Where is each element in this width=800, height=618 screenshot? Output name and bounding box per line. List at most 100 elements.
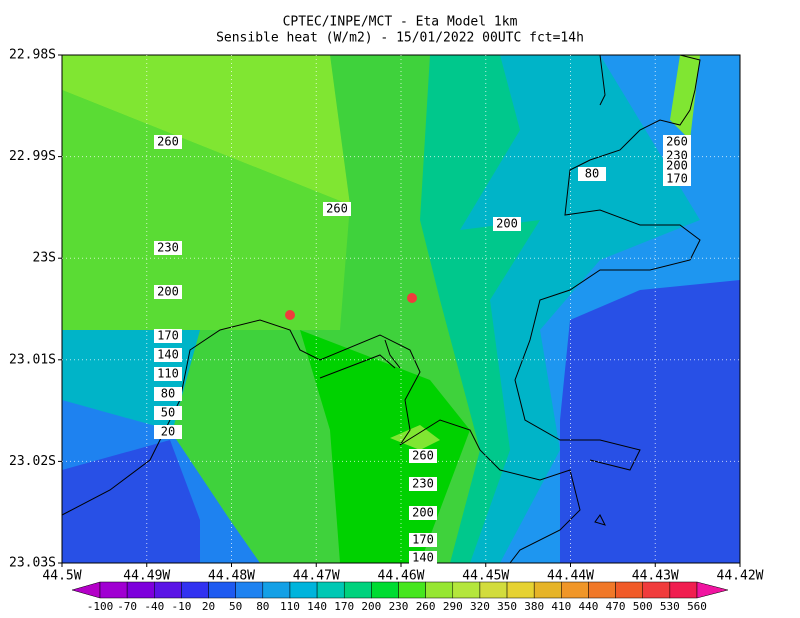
field-dark-blue xyxy=(62,440,200,563)
colorbar-label: 320 xyxy=(470,600,490,613)
colorbar-bin xyxy=(154,581,182,599)
contour-label-box xyxy=(323,202,351,216)
colorbar-label: 290 xyxy=(443,600,463,613)
contour-label: 50 xyxy=(161,406,175,420)
colorbar-label: -10 xyxy=(171,600,191,613)
lon-tick-label: 44.49W xyxy=(123,569,170,584)
colorbar-bin xyxy=(289,581,318,599)
field-light-green-3 xyxy=(390,425,440,450)
colorbar-label: 380 xyxy=(524,600,544,613)
colorbar-label: 110 xyxy=(280,600,300,613)
contour-label: 170 xyxy=(157,329,179,343)
colorbar-label: 440 xyxy=(579,600,599,613)
colorbar-bin xyxy=(99,581,128,599)
colorbar-bin xyxy=(615,581,643,599)
colorbar-bin xyxy=(588,581,616,599)
lat-tick-label: 23.01S xyxy=(9,352,56,367)
contour-label-box xyxy=(409,533,437,547)
contour-label: 230 xyxy=(157,241,179,255)
colorbar-label: 200 xyxy=(361,600,381,613)
contour-label-box xyxy=(154,241,182,255)
colorbar-bin xyxy=(126,581,155,599)
field-bright-green xyxy=(300,330,470,563)
lon-tick-label: 44.42W xyxy=(717,569,764,584)
field-mid-green xyxy=(62,90,350,330)
contour-label-box xyxy=(154,367,182,381)
colorbar-label: 230 xyxy=(389,600,409,613)
lon-tick-label: 44.46W xyxy=(378,569,425,584)
contour-label-box xyxy=(409,449,437,463)
colorbar-end xyxy=(696,581,729,599)
contour-label: 110 xyxy=(157,367,179,381)
contour-label-box xyxy=(663,135,691,149)
lat-tick-label: 22.98S xyxy=(9,48,56,63)
contour-label-box xyxy=(154,285,182,299)
lon-tick-label: 44.45W xyxy=(462,569,509,584)
contour-label: 200 xyxy=(157,285,179,299)
colorbar-label: 530 xyxy=(660,600,680,613)
contour-label-box xyxy=(154,135,182,149)
location-marker xyxy=(285,310,295,320)
colorbar-bin xyxy=(235,581,264,599)
colorbar-end xyxy=(71,581,101,599)
colorbar-label: 500 xyxy=(633,600,653,613)
colorbar-bin xyxy=(371,581,399,599)
contour-label: 170 xyxy=(412,533,434,547)
field-dark-blue-2 xyxy=(560,280,740,563)
coastline xyxy=(61,54,701,564)
colorbar-bin xyxy=(343,581,372,599)
contour-label: 80 xyxy=(161,387,175,401)
contour-label: 260 xyxy=(326,202,348,216)
contour-label-box xyxy=(154,406,182,420)
colorbar-bin xyxy=(642,581,671,599)
contour-label-box xyxy=(409,551,437,565)
colorbar-bin xyxy=(479,581,508,599)
colorbar-label: 470 xyxy=(606,600,626,613)
colorbar-label: 350 xyxy=(497,600,517,613)
contour-label-box xyxy=(663,159,691,173)
title: CPTEC/INPE/MCT - Eta Model 1km xyxy=(283,15,518,30)
subtitle: Sensible heat (W/m2) - 15/01/2022 00UTC … xyxy=(216,31,584,46)
colorbar-label: 20 xyxy=(202,600,215,613)
contour-label: 230 xyxy=(412,477,434,491)
colorbar-label: 410 xyxy=(551,600,571,613)
colorbar-bin xyxy=(316,581,345,599)
lat-tick-label: 23.03S xyxy=(9,556,56,571)
contour-label: 20 xyxy=(161,425,175,439)
contour-label: 140 xyxy=(412,551,434,565)
colorbar-bin xyxy=(452,581,481,599)
contour-label-box xyxy=(154,387,182,401)
lat-tick-label: 23.02S xyxy=(9,454,56,469)
contour-label: 200 xyxy=(496,217,518,231)
colorbar-label: 260 xyxy=(416,600,436,613)
contour-label: 200 xyxy=(666,159,688,173)
contour-label: 80 xyxy=(585,167,599,181)
contour-label-box xyxy=(663,172,691,186)
lon-tick-label: 44.48W xyxy=(208,569,255,584)
location-marker xyxy=(407,293,417,303)
contour-label: 140 xyxy=(157,348,179,362)
contour-label-box xyxy=(578,167,606,181)
colorbar-label: 50 xyxy=(229,600,242,613)
field-light-green-2 xyxy=(670,55,700,140)
contour-label: 260 xyxy=(666,135,688,149)
contour-label-box xyxy=(409,477,437,491)
colorbar-label: -40 xyxy=(144,600,164,613)
contour-label-box xyxy=(493,217,521,231)
colorbar-label: 170 xyxy=(334,600,354,613)
lon-tick-label: 44.43W xyxy=(632,569,679,584)
contour-label: 260 xyxy=(412,449,434,463)
colorbar-bin xyxy=(181,581,209,599)
colorbar-bin xyxy=(506,581,535,599)
contour-label: 170 xyxy=(666,172,688,186)
colorbar-bin xyxy=(262,581,291,599)
lon-tick-label: 44.47W xyxy=(293,569,340,584)
colorbar-label: 560 xyxy=(687,600,707,613)
colorbar-label: -70 xyxy=(117,600,137,613)
colorbar-label: 140 xyxy=(307,600,327,613)
lat-tick-label: 22.99S xyxy=(9,149,56,164)
contour-label-box xyxy=(154,329,182,343)
colorbar-label: 80 xyxy=(256,600,269,613)
contour-label-box xyxy=(154,348,182,362)
